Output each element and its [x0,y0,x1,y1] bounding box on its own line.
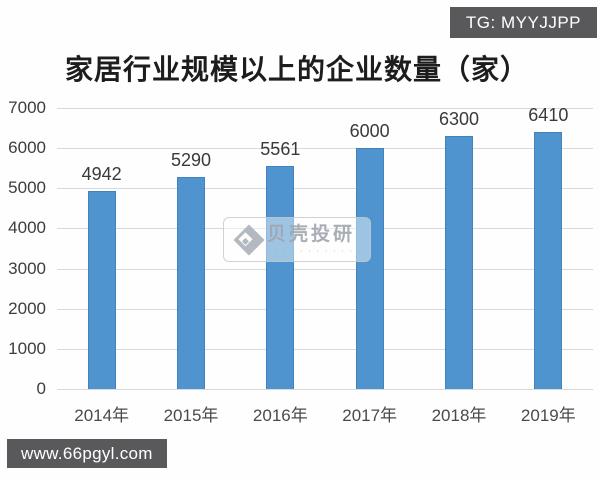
bar-value-2019年: 6410 [528,104,569,125]
x-axis-label-2014年: 2014年 [74,406,130,425]
gridline-7000 [57,108,593,109]
chart-title: 家居行业规模以上的企业数量（家） [64,55,529,86]
bar-2019年 [534,131,563,389]
gridline-5000 [57,188,593,190]
bar-value-2016年: 5561 [260,138,301,159]
y-axis-label-1000: 1000 [8,338,46,358]
bar-2018年 [445,136,473,389]
y-axis-label-3000: 3000 [8,258,46,278]
gridline-0 [57,389,593,390]
y-axis-label-4000: 4000 [8,218,46,238]
bar-2017年 [355,148,384,389]
watermark-subtext: · · · · · · · · · · · · [267,247,363,255]
bar-value-2018年: 6300 [438,109,480,130]
y-axis-label-7000: 7000 [8,98,46,117]
diamond-shell-icon [233,223,265,256]
gridline-6000 [57,148,593,150]
x-axis-label-2018年: 2018年 [431,406,487,425]
bar-value-2014年: 4942 [81,163,122,184]
bar-2016年 [266,165,295,389]
x-axis-label-2016年: 2016年 [252,406,308,425]
gridline-2000 [57,308,593,310]
telegram-badge: TG: MYYJJPP [449,7,597,38]
y-axis-label-5000: 5000 [8,178,46,198]
y-axis-label-2000: 2000 [8,298,46,318]
watermark-name: 贝壳投研 [267,223,356,245]
bar-2015年 [177,176,205,389]
bar-value-2015年: 5290 [170,149,212,170]
gridline-1000 [57,348,593,350]
website-badge: www.66pgyl.com [7,439,167,468]
y-axis-label-6000: 6000 [8,138,46,158]
y-axis-label-0: 0 [36,379,46,398]
x-axis-label-2019年: 2019年 [520,406,576,425]
watermark: 贝壳投研 · · · · · · · · · · · · [223,217,371,262]
gridline-3000 [57,268,593,270]
x-axis-label-2015年: 2015年 [163,406,219,425]
bar-2014年 [87,190,116,389]
x-axis-label-2017年: 2017年 [342,406,398,425]
bar-value-2017年: 6000 [349,121,390,142]
gridline-4000 [57,228,593,230]
